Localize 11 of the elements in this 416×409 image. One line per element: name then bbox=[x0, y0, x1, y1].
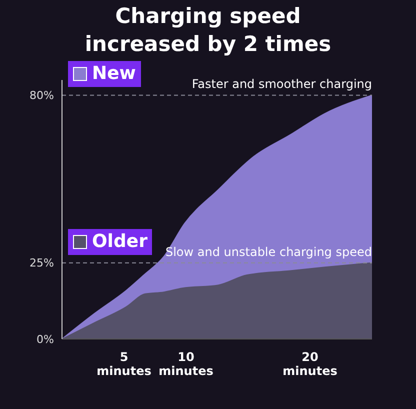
legend-label: New bbox=[68, 61, 141, 88]
y-tick-label: 0% bbox=[36, 332, 54, 346]
x-tick-label: 5 minutes bbox=[96, 350, 152, 378]
x-tick-label: 10 minutes bbox=[158, 350, 214, 378]
ref-line-label: Faster and smoother charging bbox=[192, 77, 372, 92]
chart-title: Charging speed increased by 2 times bbox=[84, 3, 332, 58]
legend-label: Older bbox=[68, 228, 152, 255]
ref-line-label: Slow and unstable charging speed bbox=[165, 244, 372, 259]
y-tick-label: 25% bbox=[30, 256, 54, 270]
y-tick-label: 80% bbox=[30, 89, 54, 102]
x-tick-label: 20 minutes bbox=[282, 350, 338, 378]
